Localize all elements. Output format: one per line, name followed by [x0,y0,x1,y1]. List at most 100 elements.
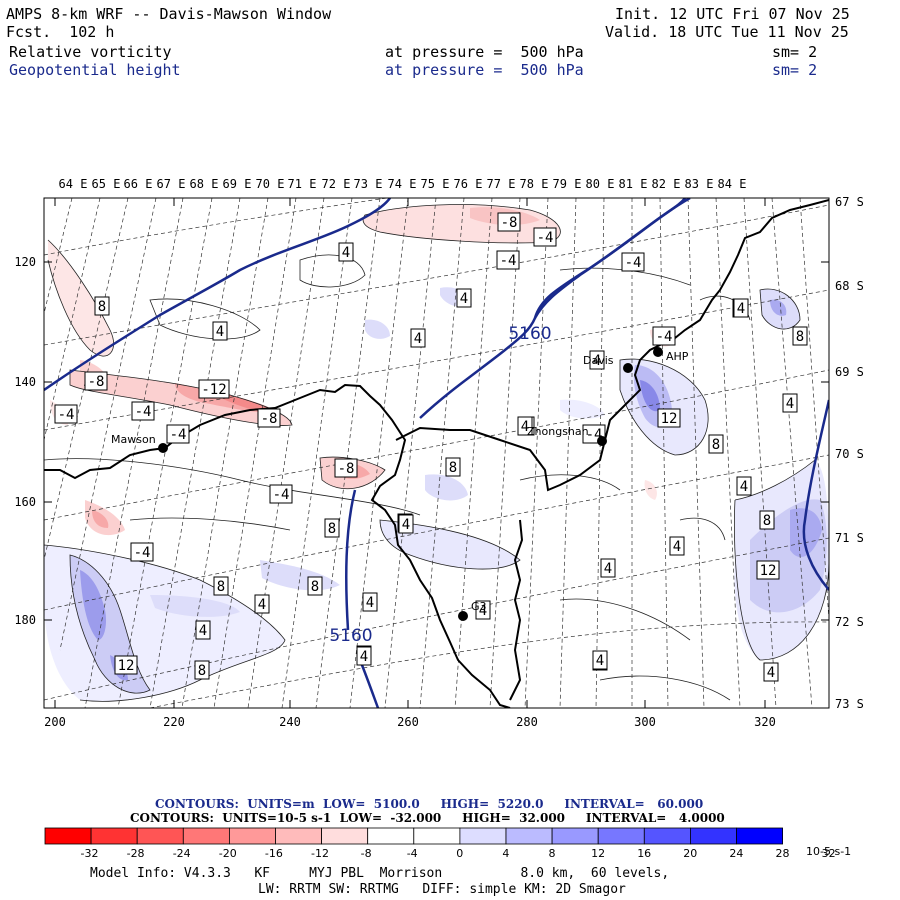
map-plot-area [44,198,829,708]
station-name: AHP [666,350,689,363]
vorticity-label-box [54,404,78,424]
colorbar-tick-label: -8 [360,847,372,860]
vorticity-label-box [621,252,645,272]
station-name: Zhongshan [527,425,589,438]
vorticity-label-box [307,576,323,596]
height-contour-label: 5160 [508,324,551,344]
vorticity-label-box [533,227,557,247]
vorticity-label-box [131,401,155,421]
top-lon-label: 68 E [190,177,219,191]
field1-name: Relative vorticity [9,43,172,61]
left-y-label: 140 [14,375,36,389]
vorticity-label: 8 [449,460,457,476]
vorticity-label: 4 [521,419,529,435]
vorticity-label: -4 [656,329,673,345]
vorticity-label-box [94,296,110,316]
station-marker [623,363,633,373]
vorticity-label: 8 [217,579,225,595]
top-lon-label: 82 E [652,177,681,191]
valid-time: Valid. 18 UTC Tue 11 Nov 25 [605,23,849,41]
vorticity-label-box [334,458,358,478]
field2-level: at pressure = 500 hPa [385,61,584,79]
vorticity-label: -8 [501,215,518,231]
vorticity-label: 4 [360,649,368,665]
bottom-x-label: 240 [279,715,301,729]
field2-smoothing: sm= 2 [772,61,818,79]
top-lon-label: 84 E [718,177,747,191]
vorticity-label: 4 [737,301,745,317]
vorticity-label-box [708,434,724,454]
left-y-label: 160 [14,495,36,509]
colorbar-swatch [413,827,461,845]
vorticity-label: 4 [673,539,681,555]
colorbar-tick-label: 24 [729,847,744,860]
vorticity-label-box [496,250,520,270]
vorticity-label-box [166,424,190,444]
colorbar-swatch [275,827,322,845]
vorticity-label: 4 [740,479,748,495]
vorticity-label-box [338,242,354,262]
colorbar-swatch [367,827,415,845]
vorticity-label: 8 [198,663,206,679]
vorticity-label: -8 [338,461,355,477]
colorbar-swatch [643,827,691,845]
colorbar-tick-label: -32 [80,847,99,860]
top-lon-label: 77 E [487,177,516,191]
vorticity-label-box [254,594,270,614]
top-lon-label: 76 E [454,177,483,191]
colorbar-swatch [736,827,783,845]
vorticity-label: 8 [328,521,336,537]
vorticity-label-box [362,592,378,612]
vorticity-label: -12 [201,382,226,398]
top-lon-label: 70 E [256,177,285,191]
vorticity-label: 12 [118,658,135,674]
station-marker [653,347,663,357]
vorticity-label-box [213,576,229,596]
top-lon-label: 66 E [124,177,153,191]
vorticity-label-box [130,542,154,562]
colorbar-swatch [551,827,599,845]
colorbar-swatch [228,827,276,845]
top-lon-label: 64 E [59,177,88,191]
colorbar-swatch [90,827,138,845]
colorbar-tick-label: 0 [456,847,464,860]
vorticity-label-box [356,646,372,666]
colorbar-swatch [459,827,507,845]
vorticity-label: 8 [311,579,319,595]
vorticity-label-box [445,457,461,477]
vorticity-label: -8 [261,411,278,427]
vorticity-label-box [84,371,108,391]
colorbar-tick-label: 32 [821,847,836,860]
vorticity-label: 4 [460,291,468,307]
vorticity-label-box [759,510,775,530]
top-lon-label: 80 E [586,177,615,191]
colorbar-tick-label: 20 [683,847,698,860]
vorticity-label-box [194,660,210,680]
top-lon-label: 65 E [92,177,121,191]
vorticity-label-box [736,476,752,496]
station-name: Mawson [111,433,156,446]
vorticity-label-box [456,288,472,308]
station-marker [458,611,468,621]
top-lon-label: 81 E [619,177,648,191]
vorticity-label: 4 [479,603,487,619]
right-lat-label: 73 S [835,697,864,711]
vorticity-label: 4 [199,623,207,639]
vorticity-label-box [198,379,230,399]
fcst-label: Fcst. [6,23,52,41]
right-lat-label: 71 S [835,531,864,545]
colorbar-tick-label: 28 [775,847,790,860]
forecast-hour: Fcst. 102 h [6,23,114,41]
vorticity-label-box [257,408,281,428]
vorticity-label: -8 [88,374,105,390]
colorbar-tick-label: 16 [637,847,652,860]
map-title: AMPS 8-km WRF -- Davis-Mawson Window [6,5,332,23]
vorticity-label: 12 [661,411,678,427]
vorticity-label-box [517,416,533,436]
vorticity-labels: -8 -4 4 -4 -4 8 4 4 4 -4 -8 -12 -4 -8 -4 -4 4 4 8 12 8 4 -8 -4 8… [54,212,808,682]
vorticity-label: 8 [763,513,771,529]
vorticity-label-box [589,350,605,370]
vorticity-label: 4 [216,324,224,340]
bottom-x-label: 320 [754,715,776,729]
colorbar-swatch [136,827,184,845]
